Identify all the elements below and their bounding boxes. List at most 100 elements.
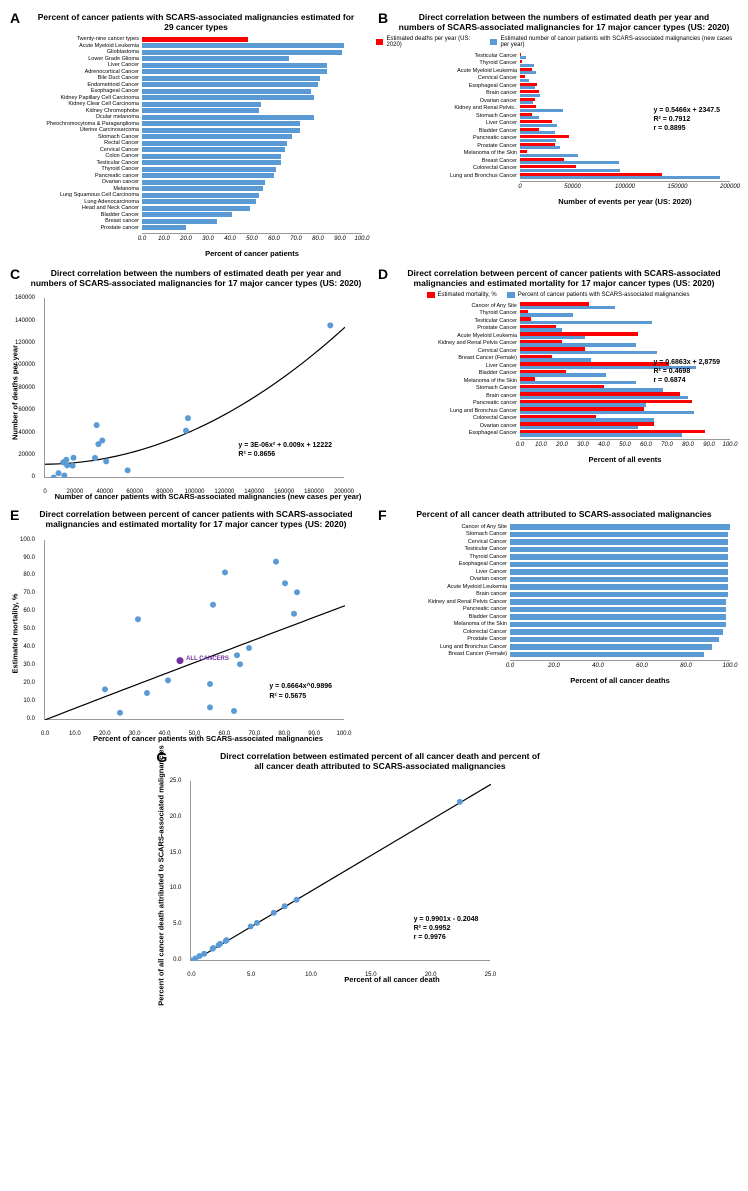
hbar-label: Breast Cancer xyxy=(380,158,520,164)
legend-item: Estimated mortality, % xyxy=(427,292,497,298)
hbar-label: Breast cancer xyxy=(12,218,142,224)
hbar xyxy=(510,577,728,583)
hbar xyxy=(142,147,285,152)
hbar-label: Kidney Chromophobe xyxy=(12,108,142,114)
hbar-label: Colon Cancer xyxy=(12,153,142,159)
hbar-b xyxy=(520,71,536,74)
hbar-row: Acute Myeloid Leukemia xyxy=(380,332,730,339)
x-axis-label: Percent of all cancer deaths xyxy=(510,676,730,685)
hbar-b xyxy=(520,169,620,172)
hbar-b xyxy=(520,381,636,384)
hbar xyxy=(510,532,728,538)
hbar-label: Lung and Bronchus Cancer xyxy=(380,644,510,650)
hbar-row: Adrenocortical Cancer xyxy=(12,69,362,75)
chart-e: Estimated mortality, % 0.010.020.030.040… xyxy=(8,540,372,743)
hbar-label: Bladder Cancer xyxy=(380,370,520,376)
hbar xyxy=(142,63,327,68)
hbar-label: Cervical Cancer xyxy=(380,348,520,354)
hbar-row: Acute Myeloid Leukemia xyxy=(380,583,730,590)
panel-d: D Direct correlation between percent of … xyxy=(376,264,740,501)
legend-item: Estimated deaths per year (US: 2020) xyxy=(376,36,480,48)
hbar-row: Esophageal Cancer xyxy=(380,430,730,437)
hbar-label: Rectal Cancer xyxy=(12,140,142,146)
hbar-row: Thyroid Cancer xyxy=(380,310,730,317)
panel-b: B Direct correlation between the numbers… xyxy=(376,8,740,260)
legend-b: Estimated deaths per year (US: 2020) Est… xyxy=(376,36,740,48)
hbar-label: Endometrioid Cancer xyxy=(12,82,142,88)
hbar-row: Testicular Cancer xyxy=(380,317,730,324)
hbar-label: Ocular melanoma xyxy=(12,114,142,120)
hbar-label: Pancreatic cancer xyxy=(380,135,520,141)
hbar xyxy=(510,539,728,545)
hbar-row: Twenty-nine cancer types xyxy=(12,36,362,42)
hbar-row: Glioblastoma xyxy=(12,49,362,55)
hbar-label: Melanoma of the Skin xyxy=(380,378,520,384)
hbar-label: Kidney and Renal Pelvis Cancer xyxy=(380,599,510,605)
hbar-row: Rectal Cancer xyxy=(12,140,362,146)
hbar xyxy=(142,141,287,146)
hbar-row: Stomach Cancer xyxy=(12,134,362,140)
hbar-b xyxy=(520,101,533,104)
hbar-row: Colon Cancer xyxy=(12,153,362,159)
scatter-plot: Estimated mortality, % 0.010.020.030.040… xyxy=(44,540,344,720)
hbar-b xyxy=(520,161,619,164)
hbar-label: Melanoma xyxy=(12,186,142,192)
hbar xyxy=(142,212,232,217)
hbar xyxy=(142,167,276,172)
hbar-row: Pheochromocytoma & Paraganglioma xyxy=(12,121,362,127)
hbar-row: Breast cancer xyxy=(12,218,362,224)
hbar-label: Esophageal Cancer xyxy=(380,430,520,436)
hbar-row: Lung Adenocarcinoma xyxy=(12,199,362,205)
legend-text: Estimated mortality, % xyxy=(438,292,497,298)
hbar-row: Testicular Cancer xyxy=(12,160,362,166)
hbar-b xyxy=(520,176,720,179)
legend-item: Estimated number of cancer patients with… xyxy=(490,36,740,48)
hbar-row: Brain cancer xyxy=(380,90,730,97)
hbar-row: Brain cancer xyxy=(380,392,730,399)
hbar xyxy=(142,108,259,113)
legend-item: Percent of cancer patients with SCARS-as… xyxy=(507,292,690,298)
hbar xyxy=(142,82,318,87)
hbar-label: Pheochromocytoma & Paraganglioma xyxy=(12,121,142,127)
hbar-label: Esophageal Cancer xyxy=(380,83,520,89)
hbar-label: Testicular Cancer xyxy=(12,160,142,166)
hbar-row: Colorectal Cancer xyxy=(380,165,730,172)
y-axis-label: Percent of all cancer death attributed t… xyxy=(157,745,166,1006)
panel-a: A Percent of cancer patients with SCARS-… xyxy=(8,8,372,260)
x-axis: 0.020.040.060.080.0100.0 xyxy=(510,660,730,674)
panel-label-b: B xyxy=(378,10,388,26)
hbar-row: Lung and Bronchus Cancer xyxy=(380,643,730,650)
hbar-b xyxy=(520,433,682,436)
hbar-row: Prostate cancer xyxy=(12,225,362,231)
hbar xyxy=(510,644,712,650)
hbar-label: Bladder Cancer xyxy=(12,212,142,218)
hbar-label: Colorectal Cancer xyxy=(380,165,520,171)
hbar-label: Testicular Cancer xyxy=(380,53,520,59)
hbar-b xyxy=(520,146,560,149)
hbar-label: Glioblastoma xyxy=(12,49,142,55)
legend-swatch xyxy=(427,292,435,298)
x-axis: 050000100000150000200000 xyxy=(520,181,730,195)
hbar-label: Thyroid Cancer xyxy=(12,166,142,172)
hbar-label: Lung and Bronchus Cancer xyxy=(380,408,520,414)
hbar-row: Pancreatic cancer xyxy=(380,606,730,613)
hbar-label: Prostate Cancer xyxy=(380,636,510,642)
hbar xyxy=(142,193,259,198)
hbar-row: Pancreatic cancer xyxy=(380,135,730,142)
x-axis: 0.010.020.030.040.050.060.070.080.090.01… xyxy=(142,233,362,247)
hbar-b xyxy=(520,64,534,67)
hbar-label: Pancreatic cancer xyxy=(380,606,510,612)
legend-swatch xyxy=(376,39,383,45)
hbar-row: Acute Myeloid Leukemia xyxy=(12,43,362,49)
x-axis-label: Percent of cancer patients with SCARS-as… xyxy=(44,734,372,743)
hbar xyxy=(142,206,250,211)
chart-c: Number of deaths per year 02000040000600… xyxy=(8,298,372,501)
hbar-label: Colorectal Cancer xyxy=(380,415,520,421)
hbar-row: Lung and Bronchus Cancer xyxy=(380,172,730,179)
hbar xyxy=(142,173,274,178)
hbar-label: Colorectal Cancer xyxy=(380,629,510,635)
hbar-b xyxy=(520,358,591,361)
hbar-row: Melanoma of the Skin xyxy=(380,621,730,628)
chart-g: Percent of all cancer death attributed t… xyxy=(154,781,593,984)
hbar-label: Melanoma of the Skin xyxy=(380,150,520,156)
